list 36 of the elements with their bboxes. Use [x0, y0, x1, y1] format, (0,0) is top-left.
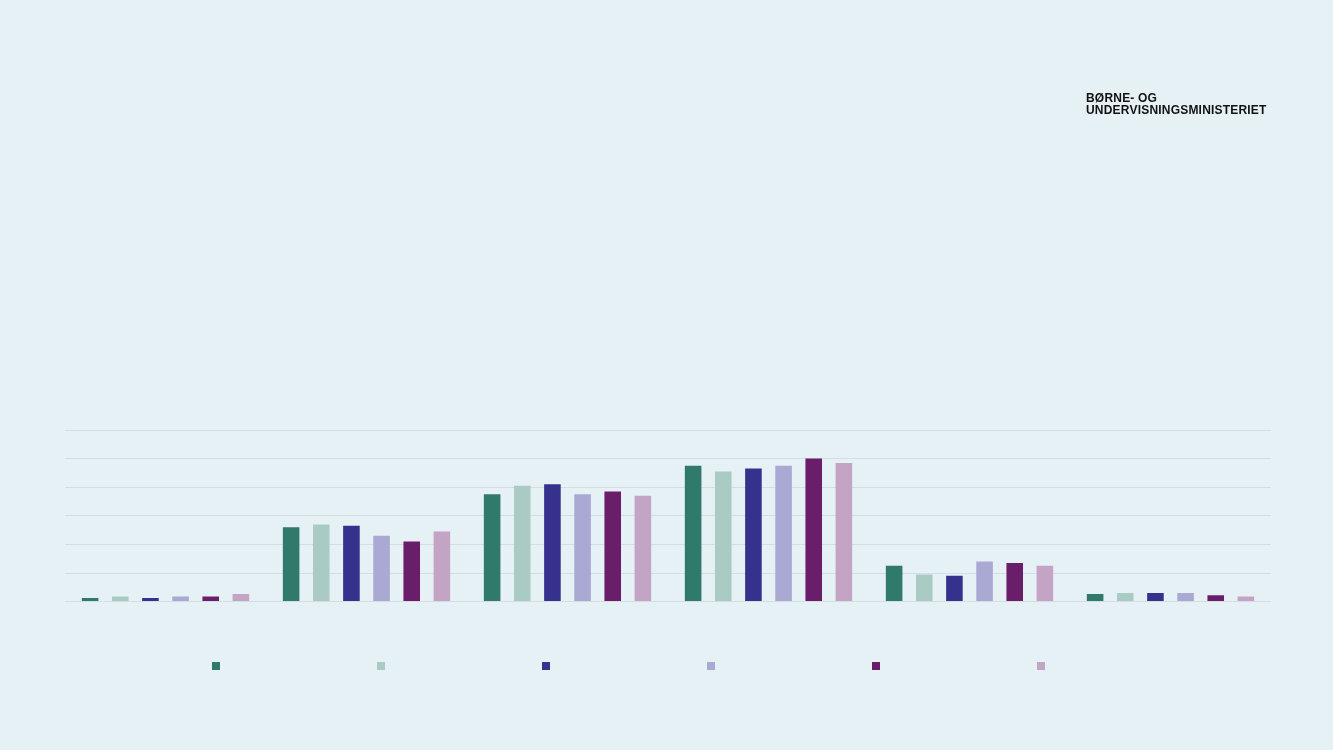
bar	[1147, 592, 1164, 602]
bar	[1036, 565, 1054, 602]
bar	[946, 575, 963, 602]
bar	[1116, 592, 1134, 602]
bar	[745, 468, 762, 602]
bar	[433, 531, 451, 602]
bar	[232, 594, 250, 602]
bar	[915, 574, 933, 602]
bar	[604, 491, 622, 602]
bar	[172, 596, 189, 602]
bar	[282, 527, 300, 602]
bar	[714, 471, 732, 602]
text: BØRNE- OG UNDERVISNINGSMINISTERIET	[1086, 91, 1268, 117]
bar	[312, 524, 330, 602]
bar	[634, 495, 652, 602]
bar	[483, 494, 501, 602]
bar	[142, 597, 159, 602]
bar	[684, 465, 702, 602]
bar	[544, 484, 561, 602]
bar	[111, 596, 129, 602]
bar	[976, 561, 993, 602]
bar	[513, 485, 531, 602]
bar	[775, 465, 792, 602]
bar	[835, 462, 853, 602]
bar	[373, 535, 390, 602]
bar	[1086, 594, 1104, 602]
bar	[805, 458, 823, 602]
bar	[1177, 592, 1194, 602]
bar	[202, 596, 220, 602]
bar	[885, 565, 903, 602]
bar	[403, 541, 421, 602]
bar	[574, 494, 591, 602]
bar	[343, 525, 360, 602]
bar	[1207, 595, 1225, 602]
bar	[1006, 562, 1024, 602]
bar	[81, 597, 99, 602]
